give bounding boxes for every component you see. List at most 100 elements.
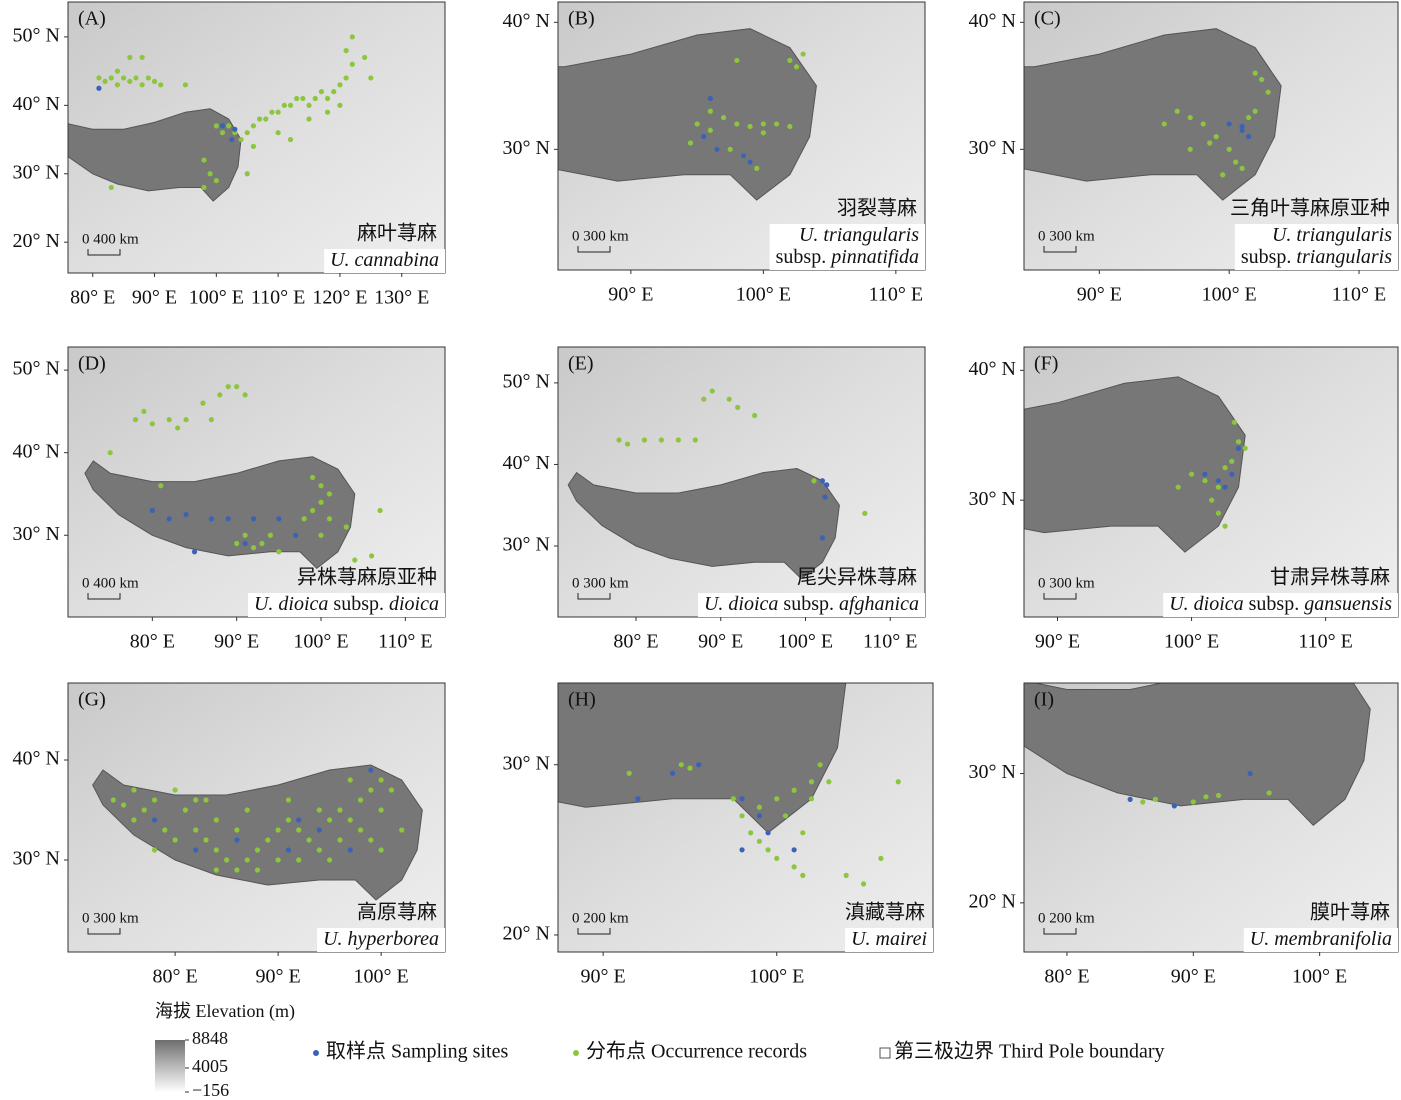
latin-part: subsp. [1241, 246, 1297, 268]
map-body [68, 2, 445, 273]
occurrence-point [213, 867, 219, 873]
latin-part: U. cannabina [330, 249, 439, 271]
map-body [558, 683, 933, 952]
elevation-label: 8848 [192, 1028, 228, 1048]
occurrence-point [735, 404, 741, 410]
occurrence-point [675, 437, 681, 443]
occurrence-point [1252, 70, 1258, 76]
occurrence-point [263, 116, 269, 122]
latin-name: U. dioica subsp. dioica [254, 593, 439, 615]
x-tick-label: 80° E [613, 631, 658, 653]
occurrence-point [107, 450, 113, 456]
legend-occurrence [573, 1050, 579, 1056]
occurrence-point [378, 807, 384, 813]
sampling-point [225, 516, 231, 522]
x-tick-label: 90° E [1171, 966, 1216, 988]
sampling-point [819, 478, 826, 484]
latin-part: U. dioica [254, 593, 328, 615]
sampling-point [1247, 770, 1253, 777]
latin-name: U. membranifolia [1250, 928, 1392, 950]
occurrence-point [1187, 146, 1193, 152]
y-tick-label: 40° N [13, 440, 60, 462]
occurrence-point [765, 847, 771, 853]
elevation-bar [155, 1040, 185, 1092]
occurrence-point [787, 57, 793, 64]
sampling-point [819, 535, 826, 541]
occurrence-point [752, 412, 758, 419]
third-pole [1024, 683, 1371, 826]
occurrence-point [162, 827, 168, 833]
occurrence-point [312, 95, 318, 102]
sampling-point [1215, 478, 1221, 484]
x-tick-label: 100° E [354, 966, 409, 988]
occurrence-point [326, 516, 333, 522]
scale-label: 0 300 km [1038, 228, 1095, 244]
occurrence-point [1213, 134, 1219, 140]
frame [67, 682, 446, 953]
y-tick-label: 30° N [969, 488, 1016, 510]
occurrence-point [895, 779, 901, 785]
occurrence-point [276, 549, 282, 555]
occurrence-point [172, 787, 178, 793]
sampling-point [208, 516, 214, 522]
third-pole [92, 764, 423, 901]
x-tick-label: 80° E [130, 631, 175, 653]
name-box [1234, 224, 1398, 270]
occurrence-point [250, 143, 257, 149]
occurrence-point [275, 130, 281, 136]
occurrence-point [275, 857, 281, 863]
occurrence-point [1187, 114, 1193, 121]
x-tick-label: 90° E [256, 966, 301, 988]
map-panel: (G) 80° E 90° E 100° E 40° N 30° N 0 300 km U. … [13, 682, 446, 988]
latin-part: U. membranifolia [1250, 928, 1392, 950]
sampling-point [714, 146, 720, 152]
occurrence-point [175, 425, 181, 431]
occurrence-point [114, 68, 121, 74]
occurrence-point [287, 136, 294, 143]
chinese-name: 膜叶荨麻 [1310, 901, 1390, 924]
occurrence-point [318, 499, 324, 505]
third-pole [1024, 28, 1282, 201]
occurrence-point [337, 807, 343, 813]
occurrence-point [183, 417, 189, 423]
scale-bar [87, 593, 121, 600]
occurrence-point [324, 109, 331, 115]
occurrence-point [388, 787, 395, 793]
occurrence-point [878, 855, 884, 861]
occurrence-point [1161, 121, 1167, 127]
occurrence-point [1215, 484, 1221, 490]
name-box [845, 928, 933, 952]
occurrence-point [296, 827, 302, 833]
occurrence-point [362, 54, 368, 61]
sampling-point [1222, 484, 1228, 490]
x-tick-label: 100° E [736, 284, 791, 306]
occurrence-point [616, 437, 622, 443]
occurrence-point [318, 89, 324, 95]
occurrence-point [121, 802, 127, 808]
sampling-point [193, 847, 199, 853]
sampling-point [183, 512, 189, 518]
sampling-point [822, 494, 828, 500]
occurrence-point [234, 827, 240, 833]
frame [67, 1, 446, 274]
occurrence-point [687, 765, 693, 771]
occurrence-point [800, 872, 806, 878]
occurrence-point [774, 121, 780, 127]
occurrence-point [1242, 445, 1248, 451]
occurrence-point [1246, 114, 1252, 121]
occurrence-point [121, 75, 127, 81]
x-tick-label: 90° E [132, 287, 177, 309]
occurrence-point [1215, 792, 1222, 799]
third-pole [84, 456, 356, 569]
occurrence-point [96, 75, 102, 81]
sampling-point [707, 95, 713, 102]
sampling-point [296, 817, 302, 823]
occurrence-point [158, 483, 164, 489]
x-tick-label: 90° E [698, 631, 743, 653]
occurrence-point [727, 146, 733, 152]
occurrence-point [285, 797, 292, 803]
occurrence-point [244, 130, 250, 136]
x-tick-label: 110° E [1332, 284, 1386, 306]
scale-label: 0 200 km [1038, 910, 1095, 926]
chinese-name: 滇藏荨麻 [845, 901, 925, 924]
